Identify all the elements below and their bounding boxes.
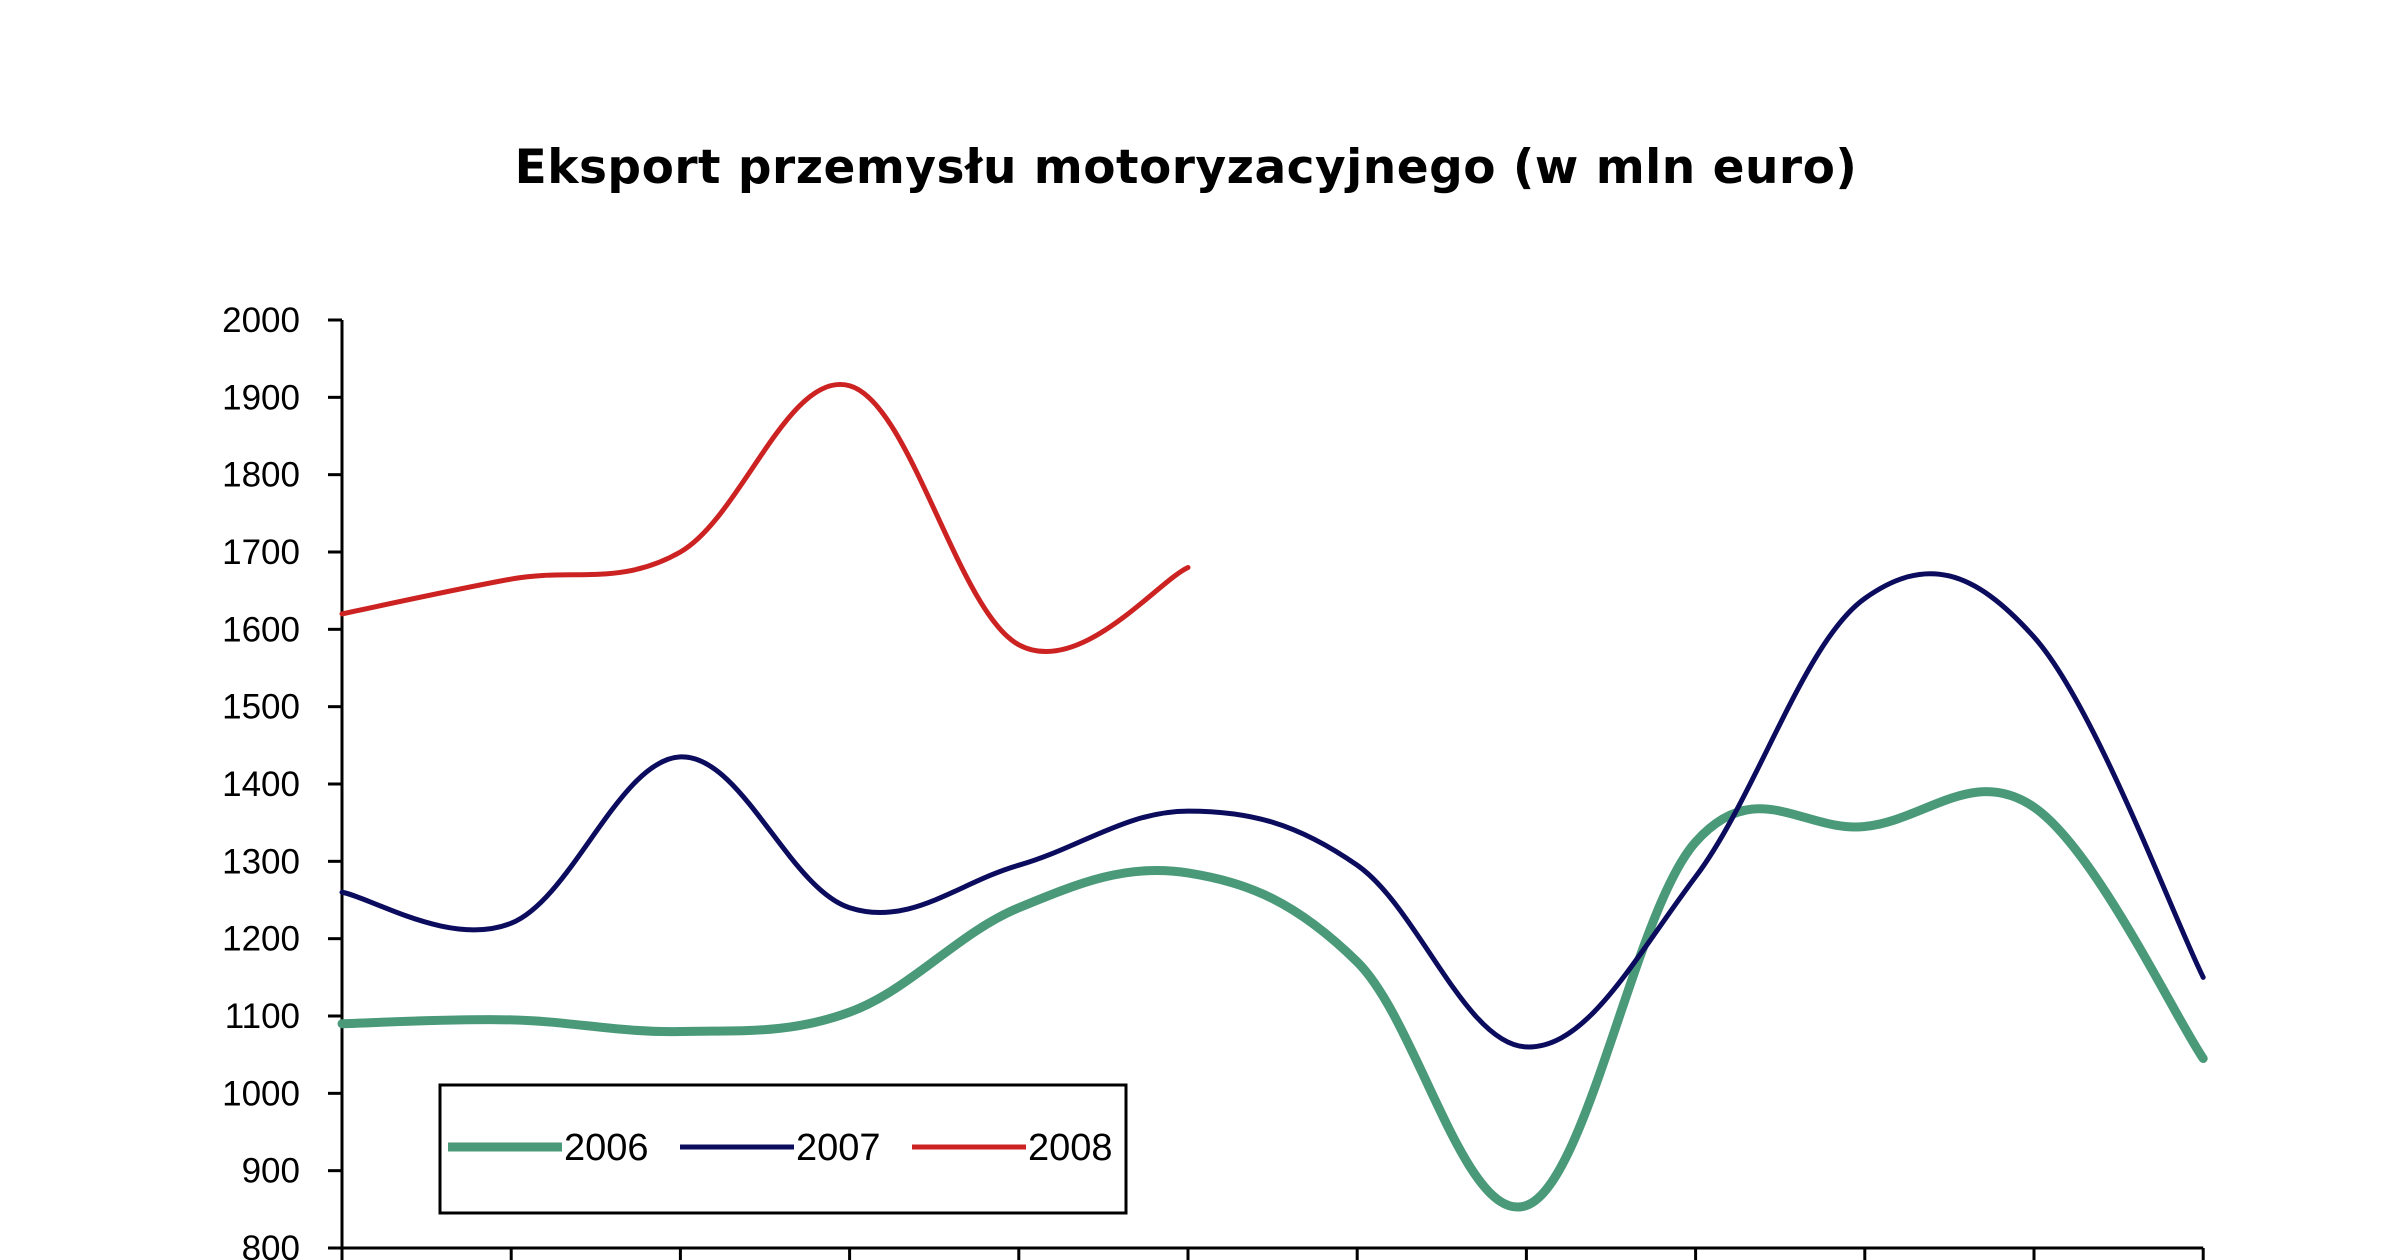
- y-tick-label: 1600: [222, 610, 300, 649]
- y-tick-label: 1100: [225, 997, 300, 1036]
- y-tick-label: 1300: [222, 842, 300, 881]
- y-tick-label: 1700: [222, 533, 300, 572]
- series-line-2006: [337, 787, 2208, 1212]
- y-tick-label: 1900: [222, 378, 300, 417]
- series-line-2008: [339, 381, 1191, 654]
- y-tick-label: 1800: [222, 456, 300, 495]
- legend-label-2007: 2007: [796, 1127, 881, 1169]
- y-tick-label: 900: [242, 1152, 300, 1191]
- legend-label-2006: 2006: [564, 1127, 649, 1169]
- y-tick-label: 1000: [222, 1074, 300, 1113]
- y-tick-label: 2000: [222, 301, 300, 340]
- series-lines: [337, 381, 2208, 1212]
- y-tick-label: 1500: [222, 688, 300, 727]
- legend: 2006 2007 2008: [438, 1083, 1128, 1215]
- legend-label-2008: 2008: [1028, 1127, 1113, 1169]
- series-line-2007: [339, 571, 2206, 1050]
- y-tick-label: 1200: [222, 920, 300, 959]
- y-tick-label: 800: [242, 1229, 300, 1260]
- y-tick-label: 1400: [222, 765, 300, 804]
- axes: 800 900 1000 1100 1200 1300 1400 1500 1600 1700 18…: [222, 301, 2205, 1260]
- chart-title: Eksport przemysłu motoryzacyjnego (w mln…: [514, 140, 1858, 195]
